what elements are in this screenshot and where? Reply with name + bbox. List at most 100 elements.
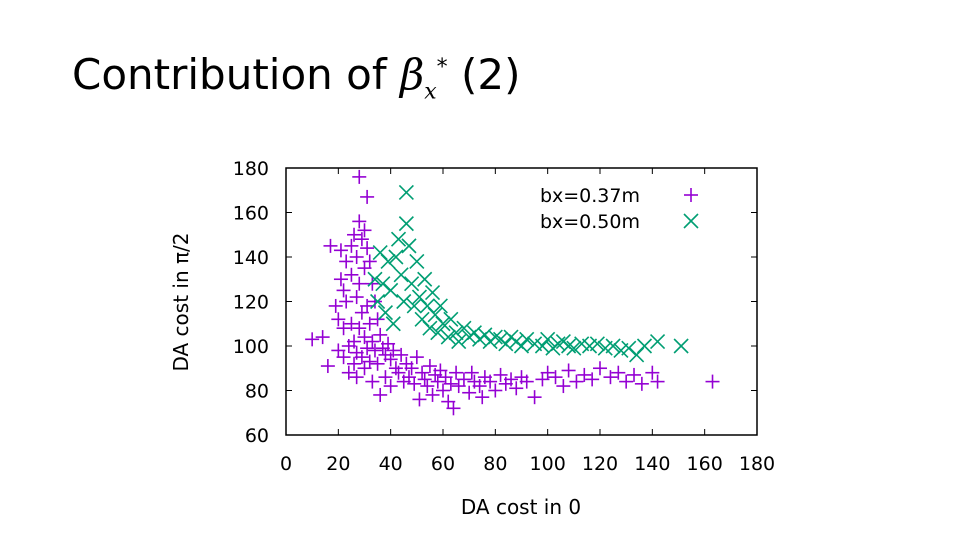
plus-point <box>352 169 367 184</box>
plus-point <box>367 294 382 309</box>
cross-point <box>404 276 420 292</box>
plus-point <box>360 189 375 204</box>
plus-point <box>394 347 409 362</box>
legend-label: bx=0.37m <box>540 185 640 207</box>
title-subscript: x <box>424 79 437 105</box>
cross-point <box>432 298 448 314</box>
plus-point <box>548 370 563 385</box>
plus-point <box>328 298 343 313</box>
plus-point <box>627 367 642 382</box>
plus-point <box>305 332 320 347</box>
plus-point <box>436 383 450 398</box>
slide-title: Contribution of βx* (2) <box>72 50 521 104</box>
title-beta-symbol: β <box>399 50 425 99</box>
plus-point <box>383 352 398 367</box>
y-tick-label: 60 <box>245 425 269 447</box>
plus-point <box>456 372 471 387</box>
cross-point <box>422 320 438 336</box>
cross-point <box>375 276 391 292</box>
plus-point <box>425 387 440 402</box>
legend: bx=0.37m bx=0.50m <box>540 185 699 233</box>
legend-label: bx=0.50m <box>540 211 640 233</box>
plus-point <box>352 321 367 336</box>
x-tick-label: 0 <box>280 453 292 475</box>
plus-point <box>493 367 508 382</box>
plus-point <box>483 374 498 389</box>
plus-point <box>386 343 401 358</box>
plus-point <box>415 365 430 380</box>
plus-point <box>409 350 424 365</box>
plus-point <box>331 312 346 327</box>
plus-point <box>373 387 388 402</box>
cross-point <box>561 338 577 354</box>
plus-point <box>509 381 524 396</box>
cross-point <box>367 271 383 287</box>
cross-point <box>477 327 493 343</box>
plus-point <box>705 374 720 389</box>
data-points <box>305 169 720 416</box>
x-tick-label: 180 <box>739 453 775 475</box>
plus-point <box>634 376 649 391</box>
x-tick-label: 20 <box>326 453 350 475</box>
plus-point <box>488 383 503 398</box>
axis-ticks: 0 20 40 60 80 100 120 140 160 180 60 80 100 120 140 160… <box>233 158 775 475</box>
cross-point <box>636 338 653 354</box>
plus-point <box>645 365 660 380</box>
cross-point <box>377 305 393 321</box>
plus-point <box>336 283 351 298</box>
plus-point <box>362 316 377 331</box>
cross-point <box>390 231 407 247</box>
plus-point <box>354 232 369 247</box>
plus-point <box>446 401 461 416</box>
plus-point <box>593 361 607 376</box>
x-axis-label: DA cost in 0 <box>461 495 581 519</box>
plus-point <box>577 367 592 382</box>
plus-point <box>344 267 359 282</box>
cross-point <box>409 253 425 270</box>
cross-point <box>398 216 414 232</box>
plus-point <box>611 365 626 380</box>
plus-point <box>357 330 372 345</box>
plus-point <box>464 365 479 380</box>
plus-point <box>373 327 388 342</box>
plus-point <box>354 350 369 365</box>
plus-point <box>407 376 422 391</box>
plus-point <box>352 214 367 229</box>
plus-point <box>475 390 490 405</box>
cross-point <box>380 253 396 270</box>
plus-point <box>336 321 351 336</box>
cross-point <box>398 184 414 201</box>
plus-point <box>391 365 406 380</box>
title-suffix: (2) <box>447 50 521 99</box>
plus-point <box>504 372 519 387</box>
plus-point <box>362 254 377 269</box>
plus-point <box>349 370 364 385</box>
plus-point <box>323 238 338 253</box>
plus-point <box>619 374 634 389</box>
y-tick-label: 160 <box>233 203 269 225</box>
x-tick-label: 120 <box>582 453 618 475</box>
cross-point <box>519 331 535 347</box>
x-tick-label: 100 <box>530 453 566 475</box>
y-tick-label: 120 <box>233 292 269 314</box>
cross-point <box>417 271 433 287</box>
plus-point <box>357 223 372 238</box>
plus-point <box>540 365 555 380</box>
plus-point <box>344 238 359 253</box>
plus-point <box>378 370 393 385</box>
plus-point <box>556 379 571 394</box>
cross-point <box>388 249 404 265</box>
plus-point <box>527 390 542 405</box>
plus-point <box>422 359 437 374</box>
cross-point <box>406 298 422 314</box>
cross-point <box>443 311 459 327</box>
plus-point <box>344 316 359 331</box>
cross-point <box>673 338 689 354</box>
cross-point <box>440 329 456 345</box>
plus-point <box>417 372 432 387</box>
plus-point <box>336 350 351 365</box>
cross-point <box>456 320 472 336</box>
x-tick-label: 40 <box>379 453 403 475</box>
cross-point <box>424 285 441 301</box>
legend-marker <box>684 188 698 202</box>
